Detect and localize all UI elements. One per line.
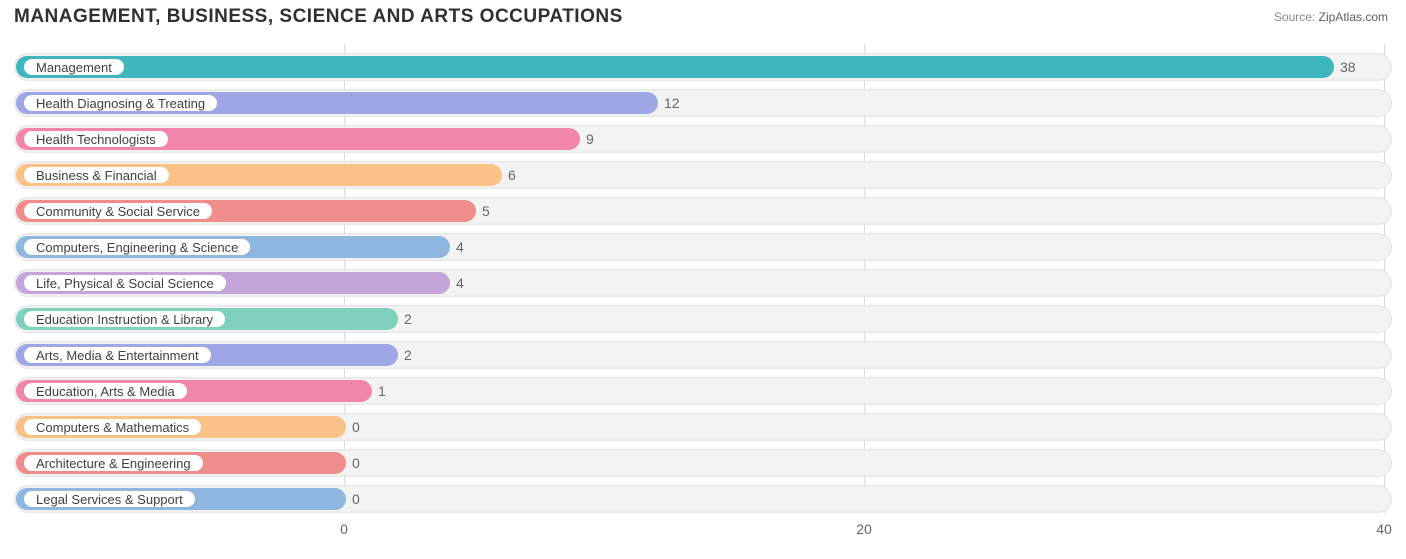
category-pill: Education, Arts & Media xyxy=(22,381,189,401)
bar-row: Life, Physical & Social Science 4 xyxy=(14,266,1392,302)
bar-row: Arts, Media & Entertainment 2 xyxy=(14,338,1392,374)
bar-row: Community & Social Service 5 xyxy=(14,194,1392,230)
value-label: 0 xyxy=(352,455,360,471)
category-pill: Legal Services & Support xyxy=(22,489,197,509)
source-attribution: Source: ZipAtlas.com xyxy=(1274,10,1388,24)
category-pill: Community & Social Service xyxy=(22,201,214,221)
bar-row: Computers, Engineering & Science 4 xyxy=(14,230,1392,266)
chart-container: MANAGEMENT, BUSINESS, SCIENCE AND ARTS O… xyxy=(0,0,1406,559)
chart-title: MANAGEMENT, BUSINESS, SCIENCE AND ARTS O… xyxy=(14,6,623,28)
value-label: 4 xyxy=(456,239,464,255)
source-value: ZipAtlas.com xyxy=(1319,10,1388,24)
plot-area: 02040 Management38Health Diagnosing & Tr… xyxy=(14,44,1392,537)
bar-row: Education Instruction & Library 2 xyxy=(14,302,1392,338)
bar-fill xyxy=(16,56,1334,78)
bar-row: Business & Financial 6 xyxy=(14,158,1392,194)
value-label: 9 xyxy=(586,131,594,147)
bar-row: Computers & Mathematics 0 xyxy=(14,410,1392,446)
category-pill: Health Diagnosing & Treating xyxy=(22,93,219,113)
category-pill: Computers, Engineering & Science xyxy=(22,237,252,257)
value-label: 5 xyxy=(482,203,490,219)
bar-row: Architecture & Engineering 0 xyxy=(14,446,1392,482)
x-tick-label: 0 xyxy=(340,521,348,537)
category-pill: Business & Financial xyxy=(22,165,171,185)
bar-row: Health Diagnosing & Treating 12 xyxy=(14,86,1392,122)
category-pill: Health Technologists xyxy=(22,129,170,149)
bar-row: Legal Services & Support 0 xyxy=(14,482,1392,518)
category-pill: Education Instruction & Library xyxy=(22,309,227,329)
bar-row: Health Technologists 9 xyxy=(14,122,1392,158)
bar-row: Education, Arts & Media 1 xyxy=(14,374,1392,410)
value-label: 4 xyxy=(456,275,464,291)
value-label: 2 xyxy=(404,311,412,327)
category-pill: Management xyxy=(22,57,126,77)
value-label: 0 xyxy=(352,491,360,507)
value-label: 12 xyxy=(664,95,680,111)
category-pill: Life, Physical & Social Science xyxy=(22,273,228,293)
value-label: 38 xyxy=(1340,59,1356,75)
category-pill: Computers & Mathematics xyxy=(22,417,203,437)
bar-row: Management 38 xyxy=(14,50,1392,86)
value-label: 6 xyxy=(508,167,516,183)
x-tick-label: 20 xyxy=(856,521,872,537)
x-tick-label: 40 xyxy=(1376,521,1392,537)
value-label: 1 xyxy=(378,383,386,399)
value-label: 0 xyxy=(352,419,360,435)
category-pill: Architecture & Engineering xyxy=(22,453,205,473)
source-label: Source: xyxy=(1274,10,1315,24)
value-label: 2 xyxy=(404,347,412,363)
bar-rows: Management 38 Health Diagnosing & Treating… xyxy=(14,50,1392,513)
category-pill: Arts, Media & Entertainment xyxy=(22,345,213,365)
